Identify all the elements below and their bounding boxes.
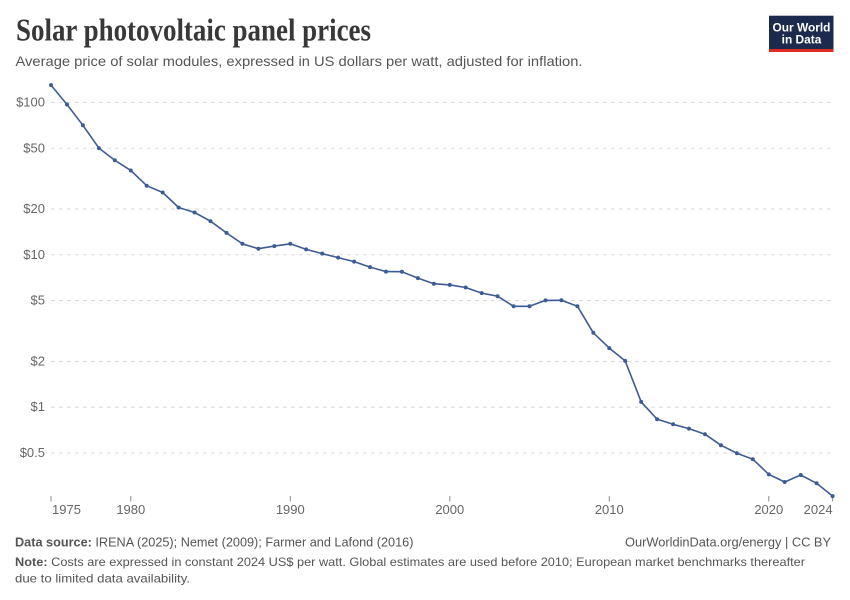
- svg-text:Our World: Our World: [773, 21, 831, 35]
- svg-text:$10: $10: [23, 247, 45, 262]
- svg-text:Solar photovoltaic panel price: Solar photovoltaic panel prices: [16, 13, 371, 48]
- svg-text:$50: $50: [23, 140, 45, 155]
- svg-text:$2: $2: [31, 353, 45, 368]
- svg-text:Note: Costs are expressed in c: Note: Costs are expressed in constant 20…: [15, 555, 805, 569]
- svg-text:1990: 1990: [276, 502, 305, 517]
- svg-text:$5: $5: [31, 293, 45, 308]
- svg-text:2000: 2000: [435, 502, 464, 517]
- svg-text:due to limited data availabili: due to limited data availability.: [15, 571, 190, 585]
- svg-text:Data source: IRENA (2025); Nem: Data source: IRENA (2025); Nemet (2009);…: [15, 536, 413, 550]
- svg-text:$100: $100: [16, 94, 45, 109]
- svg-text:$0.5: $0.5: [20, 445, 45, 460]
- svg-text:2020: 2020: [754, 502, 783, 517]
- svg-text:1980: 1980: [116, 502, 145, 517]
- svg-text:2024: 2024: [804, 502, 833, 517]
- svg-text:Average price of solar modules: Average price of solar modules, expresse…: [16, 54, 583, 69]
- svg-text:$20: $20: [23, 201, 45, 216]
- svg-text:2010: 2010: [595, 502, 624, 517]
- svg-text:OurWorldinData.org/energy | CC: OurWorldinData.org/energy | CC BY: [625, 536, 832, 550]
- svg-text:1975: 1975: [52, 502, 81, 517]
- svg-text:$1: $1: [31, 399, 45, 414]
- svg-text:in Data: in Data: [782, 33, 822, 47]
